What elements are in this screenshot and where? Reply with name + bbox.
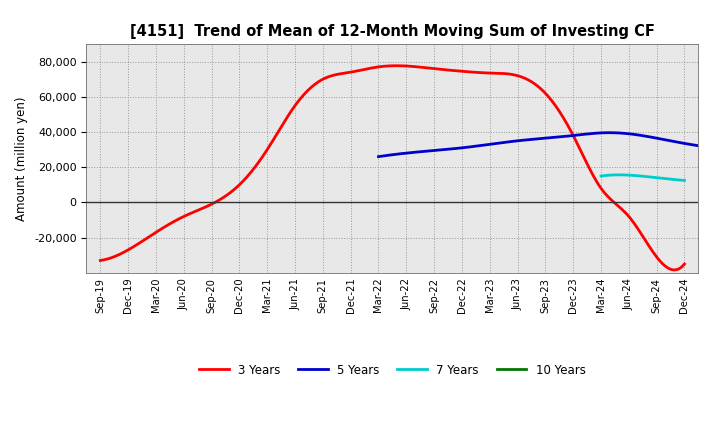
Y-axis label: Amount (million yen): Amount (million yen) — [16, 96, 29, 220]
Legend: 3 Years, 5 Years, 7 Years, 10 Years: 3 Years, 5 Years, 7 Years, 10 Years — [194, 359, 590, 381]
Title: [4151]  Trend of Mean of 12-Month Moving Sum of Investing CF: [4151] Trend of Mean of 12-Month Moving … — [130, 24, 654, 39]
